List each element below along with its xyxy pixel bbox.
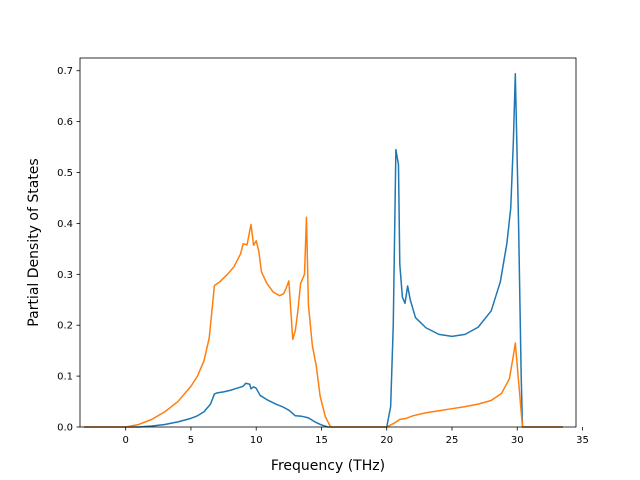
- x-axis-ticks: 0 5 10 15 20 25 30 35: [122, 427, 589, 446]
- y-tick-label: 0.0: [57, 423, 73, 434]
- series-line-2: [83, 216, 563, 428]
- y-tick-label: 0.1: [57, 372, 73, 383]
- plot-lines: [83, 73, 563, 428]
- x-tick-label: 20: [380, 435, 393, 446]
- y-axis-label: Partial Density of States: [26, 158, 42, 326]
- x-tick-label: 15: [315, 435, 328, 446]
- x-tick-label: 30: [511, 435, 524, 446]
- x-tick-label: 25: [446, 435, 459, 446]
- x-axis-label: Frequency (THz): [271, 458, 385, 474]
- x-tick-label: 5: [188, 435, 194, 446]
- y-tick-label: 0.7: [57, 66, 73, 77]
- y-tick-label: 0.2: [57, 321, 73, 332]
- x-tick-label: 0: [122, 435, 128, 446]
- x-tick-label: 35: [576, 435, 589, 446]
- y-tick-label: 0.6: [57, 117, 73, 128]
- y-tick-label: 0.5: [57, 168, 73, 179]
- y-tick-label: 0.4: [57, 219, 73, 230]
- axes-frame: [79, 57, 577, 428]
- y-tick-label: 0.3: [57, 270, 73, 281]
- series-line-1: [83, 73, 563, 428]
- y-axis-ticks: 0.0 0.1 0.2 0.3 0.4 0.5 0.6 0.7: [57, 66, 80, 434]
- x-tick-label: 10: [250, 435, 263, 446]
